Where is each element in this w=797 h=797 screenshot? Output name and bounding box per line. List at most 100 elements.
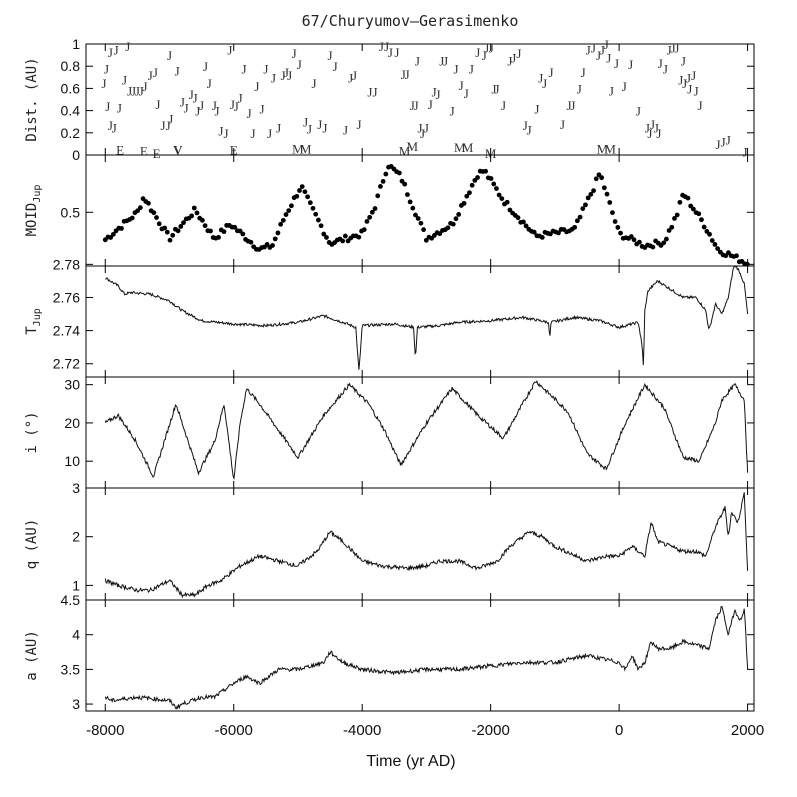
- approach-marker-J: J: [307, 121, 312, 136]
- approach-marker-J: J: [175, 64, 180, 79]
- approach-marker-J: J: [161, 118, 166, 133]
- y-tick-label: 2.72: [53, 356, 80, 372]
- moid-point: [556, 230, 561, 236]
- approach-marker-J: J: [560, 117, 565, 132]
- moid-point: [456, 212, 462, 217]
- moid-point: [712, 242, 718, 247]
- approach-marker-J: J: [271, 70, 276, 85]
- moid-point: [583, 202, 588, 208]
- moid-point: [507, 207, 513, 213]
- approach-marker-J: J: [650, 117, 655, 132]
- approach-marker-J: J: [581, 65, 586, 80]
- approach-marker-J: J: [450, 104, 455, 119]
- approach-marker-J: J: [373, 85, 378, 100]
- moid-point: [151, 210, 157, 216]
- approach-marker-J: J: [654, 120, 659, 135]
- approach-marker-J: J: [218, 124, 223, 139]
- moid-point: [580, 206, 586, 212]
- moid-point: [407, 199, 413, 205]
- approach-marker-J: J: [417, 120, 422, 135]
- moid-point: [286, 208, 292, 213]
- approach-marker-J: J: [721, 135, 726, 150]
- approach-marker-J: J: [667, 43, 672, 58]
- y-tick-label: 3: [72, 696, 80, 712]
- approach-marker-J: J: [223, 126, 228, 141]
- approach-marker-J: J: [495, 81, 500, 96]
- approach-marker-J: J: [241, 61, 246, 76]
- approach-marker-E: E: [116, 142, 124, 157]
- moid-point: [450, 221, 456, 227]
- y-tick-label: 0.8: [61, 58, 81, 74]
- moid-point: [315, 217, 321, 223]
- moid-point: [445, 225, 451, 231]
- approach-marker-J: J: [501, 98, 506, 113]
- moid-point: [539, 234, 545, 240]
- moid-point: [574, 218, 580, 224]
- approach-marker-J: J: [726, 132, 731, 147]
- moid-point: [469, 182, 475, 188]
- approach-marker-J: J: [658, 56, 663, 71]
- approach-marker-J: J: [424, 120, 429, 135]
- moid-point: [324, 235, 329, 240]
- moid-point: [491, 181, 497, 187]
- moid-point: [318, 223, 324, 229]
- approach-marker-J: J: [645, 120, 650, 135]
- approach-marker-M: M: [292, 141, 304, 156]
- approach-marker-J: J: [435, 87, 440, 102]
- approach-marker-J: J: [491, 81, 496, 96]
- y-axis-label-a: a (AU): [24, 630, 40, 681]
- moid-point: [367, 214, 373, 220]
- x-tick-label: -6000: [215, 722, 253, 739]
- moid-point: [515, 215, 521, 221]
- approach-marker-J: J: [287, 68, 292, 83]
- moid-point: [297, 188, 302, 193]
- approach-marker-J: J: [328, 48, 333, 63]
- moid-point: [599, 175, 605, 181]
- approach-marker-J: J: [135, 84, 140, 99]
- approach-marker-J: J: [267, 126, 272, 141]
- x-tick-label: -2000: [471, 722, 509, 739]
- approach-marker-J: J: [167, 48, 172, 63]
- y-tick-label: 20: [64, 415, 80, 431]
- moid-point: [650, 244, 656, 250]
- moid-point: [685, 195, 691, 201]
- moid-point: [669, 224, 675, 230]
- approach-marker-J: J: [227, 43, 232, 58]
- moid-point: [709, 238, 715, 243]
- y-tick-label: 2.76: [53, 289, 80, 305]
- moid-point: [137, 205, 143, 211]
- y-tick-label: 1: [72, 577, 80, 593]
- approach-marker-J: J: [671, 40, 676, 55]
- moid-point: [413, 212, 418, 218]
- moid-point: [661, 240, 667, 246]
- moid-point: [437, 231, 443, 237]
- moid-point: [402, 181, 408, 187]
- moid-point: [467, 190, 472, 196]
- approach-marker-J: J: [247, 106, 252, 121]
- x-tick-label: 2000: [731, 722, 764, 739]
- approach-marker-J: J: [230, 97, 235, 112]
- moid-point: [302, 189, 308, 195]
- y-tick-label: 2.78: [53, 256, 80, 272]
- moid-point: [216, 234, 221, 240]
- approach-marker-J: J: [303, 115, 308, 130]
- moid-point: [361, 227, 367, 233]
- moid-point: [156, 221, 162, 227]
- approach-marker-M: M: [407, 139, 419, 154]
- approach-marker-J: J: [112, 120, 117, 135]
- moid-point: [666, 228, 672, 233]
- approach-marker-J: J: [534, 101, 539, 116]
- moid-point: [531, 229, 537, 235]
- approach-marker-J: J: [356, 117, 361, 132]
- approach-marker-J: J: [656, 126, 661, 141]
- moid-point: [364, 218, 370, 224]
- approach-marker-J: J: [548, 65, 553, 80]
- moid-point: [221, 229, 227, 235]
- moid-point: [607, 200, 613, 205]
- y-tick-label: 30: [64, 377, 80, 393]
- approach-marker-J: J: [663, 61, 668, 76]
- approach-marker-J: J: [292, 46, 297, 61]
- approach-marker-J: J: [405, 67, 410, 82]
